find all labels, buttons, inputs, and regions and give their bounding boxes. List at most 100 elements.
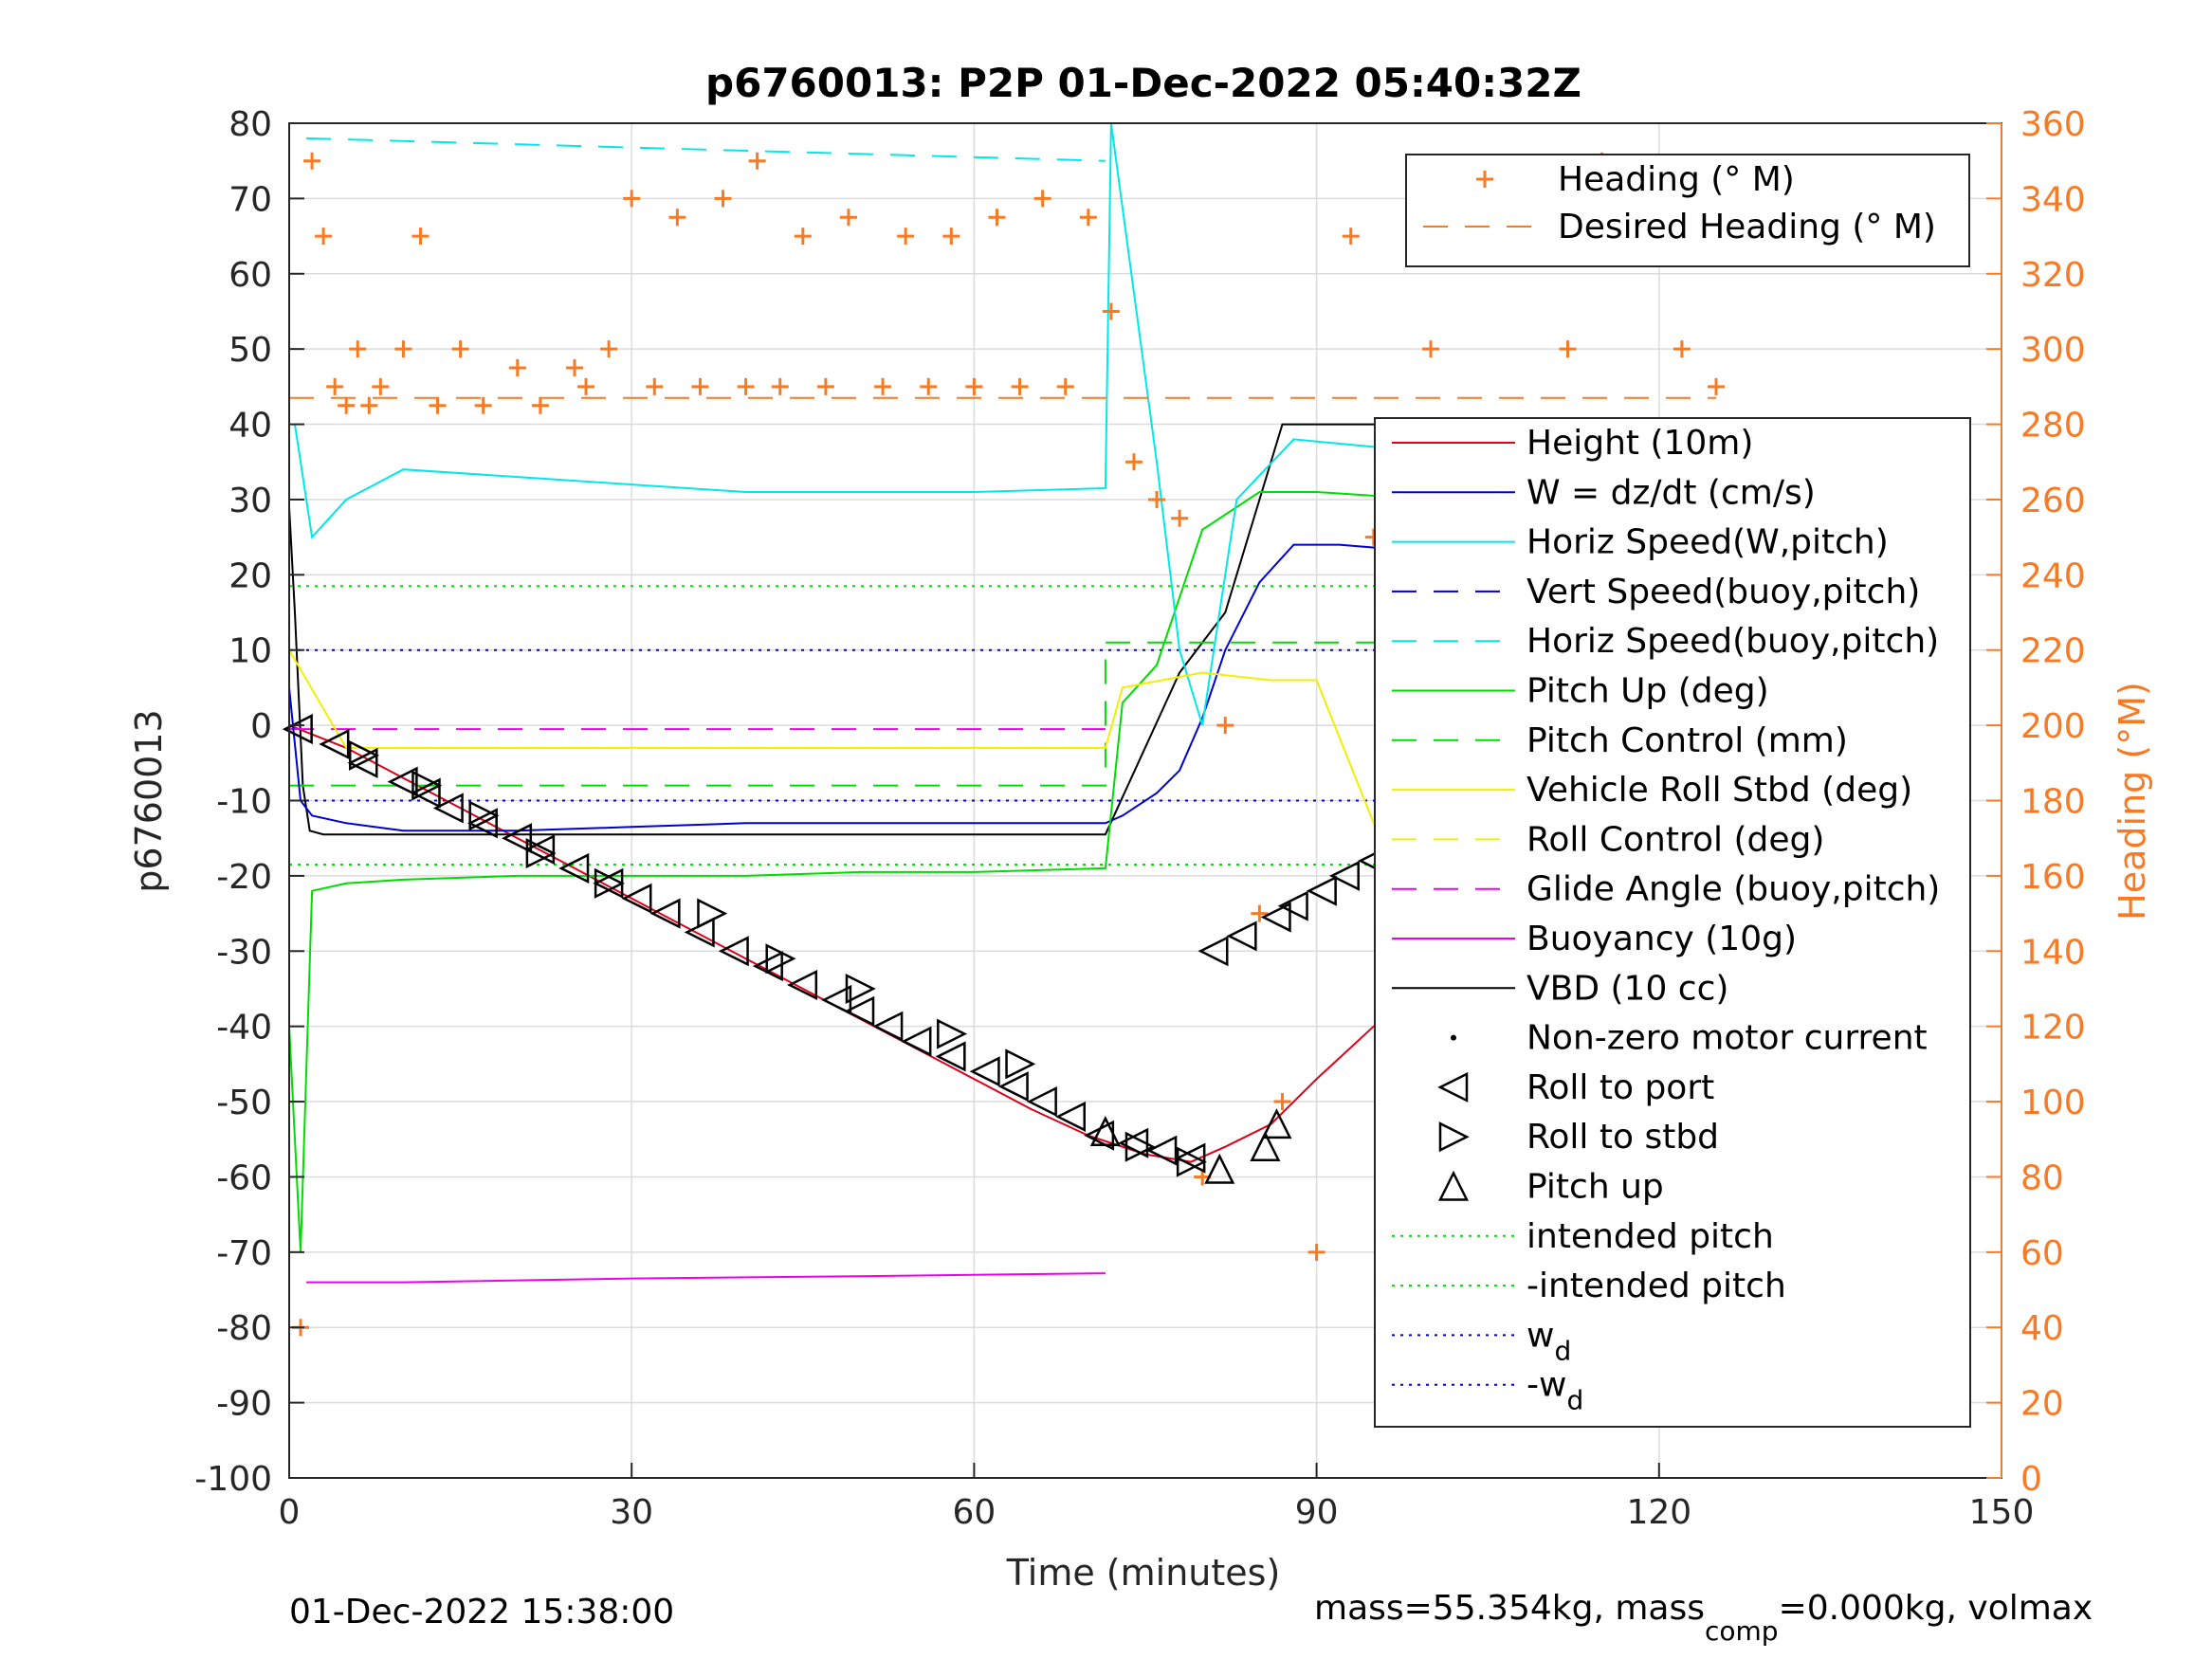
heading-point: [326, 377, 344, 395]
heading-point: [600, 340, 618, 358]
legend-sample: [1451, 1034, 1456, 1041]
series-line: [306, 137, 1106, 162]
roll-to-port-marker: [282, 714, 313, 745]
heading-point: [1216, 717, 1234, 735]
roll-to-port-marker: [1146, 1135, 1178, 1166]
y-tick-label-left: -80: [216, 1309, 272, 1348]
heading-point: [372, 377, 390, 395]
roll-to-stbd-marker: [411, 770, 443, 801]
y-tick-label-left: 80: [229, 105, 272, 144]
roll-to-port-marker: [997, 1071, 1029, 1103]
roll-to-port-marker: [1226, 921, 1257, 952]
heading-point: [771, 377, 789, 395]
heading-point: [315, 228, 333, 246]
legend-label-sub: d: [1554, 1335, 1571, 1366]
legend-sample: [1476, 171, 1493, 188]
roll-to-stbd-marker: [765, 943, 796, 975]
legend-label: Heading (° M): [1558, 160, 1795, 199]
y-tick-label-right: 300: [2020, 331, 2086, 370]
heading-point: [714, 190, 732, 208]
y-tick-label-left: 60: [229, 256, 272, 295]
legend-label: Roll to stbd: [1526, 1118, 1719, 1157]
legend-label: Buoyancy (10g): [1526, 920, 1797, 958]
y-tick-label-right: 320: [2020, 256, 2086, 295]
x-tick-label: 90: [1295, 1493, 1339, 1532]
y-tick-label-left: -90: [216, 1385, 272, 1424]
roll-to-port-marker: [347, 747, 378, 778]
y-tick-label-right: 60: [2020, 1234, 2064, 1273]
heading-point: [668, 209, 686, 227]
y-tick-label-left: 30: [229, 482, 272, 520]
y-tick-label-right: 240: [2020, 556, 2086, 595]
heading-point: [1273, 1093, 1291, 1111]
legend-label: Desired Heading (° M): [1558, 208, 1936, 246]
heading-point: [794, 228, 812, 246]
roll-to-port-marker: [684, 917, 715, 948]
y-tick-label-right: 20: [2020, 1385, 2064, 1424]
heading-point: [1171, 509, 1189, 527]
roll-to-port-marker: [901, 1026, 932, 1057]
heading-point: [566, 359, 583, 377]
legend-box: [1374, 417, 1971, 1428]
roll-to-port-marker: [1328, 860, 1360, 891]
y-tick-label-left: -50: [216, 1084, 272, 1122]
roll-to-port-marker: [1260, 902, 1291, 933]
roll-to-port-marker: [752, 951, 783, 982]
roll-to-stbd-marker: [1005, 1048, 1036, 1080]
y-tick-label-right: 200: [2020, 707, 2086, 746]
y-tick-label-right: 220: [2020, 632, 2086, 671]
heading-point: [1422, 340, 1439, 358]
heading-point: [1056, 377, 1074, 395]
heading-point: [1148, 490, 1166, 508]
y-tick-label-left: 50: [229, 331, 272, 370]
roll-to-port-marker: [649, 898, 681, 929]
heading-point: [942, 228, 960, 246]
heading-point: [988, 209, 1006, 227]
legend-sample: [1438, 1121, 1470, 1153]
x-tick-label: 150: [1969, 1493, 2035, 1532]
heading-point: [1251, 904, 1269, 922]
chart-title: p6760013: P2P 01-Dec-2022 05:40:32Z: [705, 60, 1581, 106]
legend-label: -intended pitch: [1526, 1267, 1786, 1305]
heading-point: [360, 396, 378, 414]
legend-label: Pitch up: [1526, 1168, 1664, 1207]
heading-point: [1559, 340, 1577, 358]
heading-point: [1033, 190, 1051, 208]
legend-label: W = dz/dt (cm/s): [1526, 473, 1816, 512]
roll-to-port-marker: [1175, 1142, 1206, 1174]
pitch-up-marker: [1204, 1153, 1235, 1184]
heading-point: [1307, 1243, 1325, 1261]
roll-to-port-marker: [466, 808, 498, 839]
heading-point: [429, 396, 447, 414]
heading-point: [874, 377, 892, 395]
y-axis-label-left: p6760013: [128, 709, 170, 892]
legend-label: Horiz Speed(W,pitch): [1526, 523, 1889, 562]
roll-to-port-marker: [432, 793, 464, 824]
y-tick-label-left: 70: [229, 180, 272, 219]
heading-point: [1079, 209, 1097, 227]
heading-point: [1342, 228, 1360, 246]
y-tick-label-right: 180: [2020, 783, 2086, 822]
heading-point: [965, 377, 983, 395]
legend-label: Non-zero motor current: [1526, 1019, 1928, 1058]
roll-to-stbd-marker: [697, 898, 728, 929]
roll-to-stbd-marker: [349, 739, 380, 771]
legend-label: Pitch Up (deg): [1526, 672, 1769, 711]
heading-point: [338, 396, 356, 414]
marker-layer: [282, 714, 1687, 1184]
heading-point: [1708, 377, 1725, 395]
y-tick-label-left: -100: [194, 1460, 272, 1499]
y-tick-label-right: 140: [2020, 933, 2086, 972]
roll-to-port-marker: [872, 1011, 904, 1042]
x-tick-label: 60: [952, 1493, 996, 1532]
legend-label-sub: d: [1566, 1385, 1583, 1416]
roll-to-stbd-marker: [525, 838, 557, 869]
legend-label: Glide Angle (buoy,pitch): [1526, 870, 1940, 909]
pitch-up-marker: [1250, 1130, 1281, 1161]
roll-to-port-marker: [969, 1056, 1000, 1087]
roll-to-port-marker: [844, 995, 875, 1027]
roll-to-port-marker: [387, 766, 418, 797]
y-tick-label-right: 100: [2020, 1084, 2086, 1122]
legend-label: Horiz Speed(buoy,pitch): [1526, 622, 1939, 661]
